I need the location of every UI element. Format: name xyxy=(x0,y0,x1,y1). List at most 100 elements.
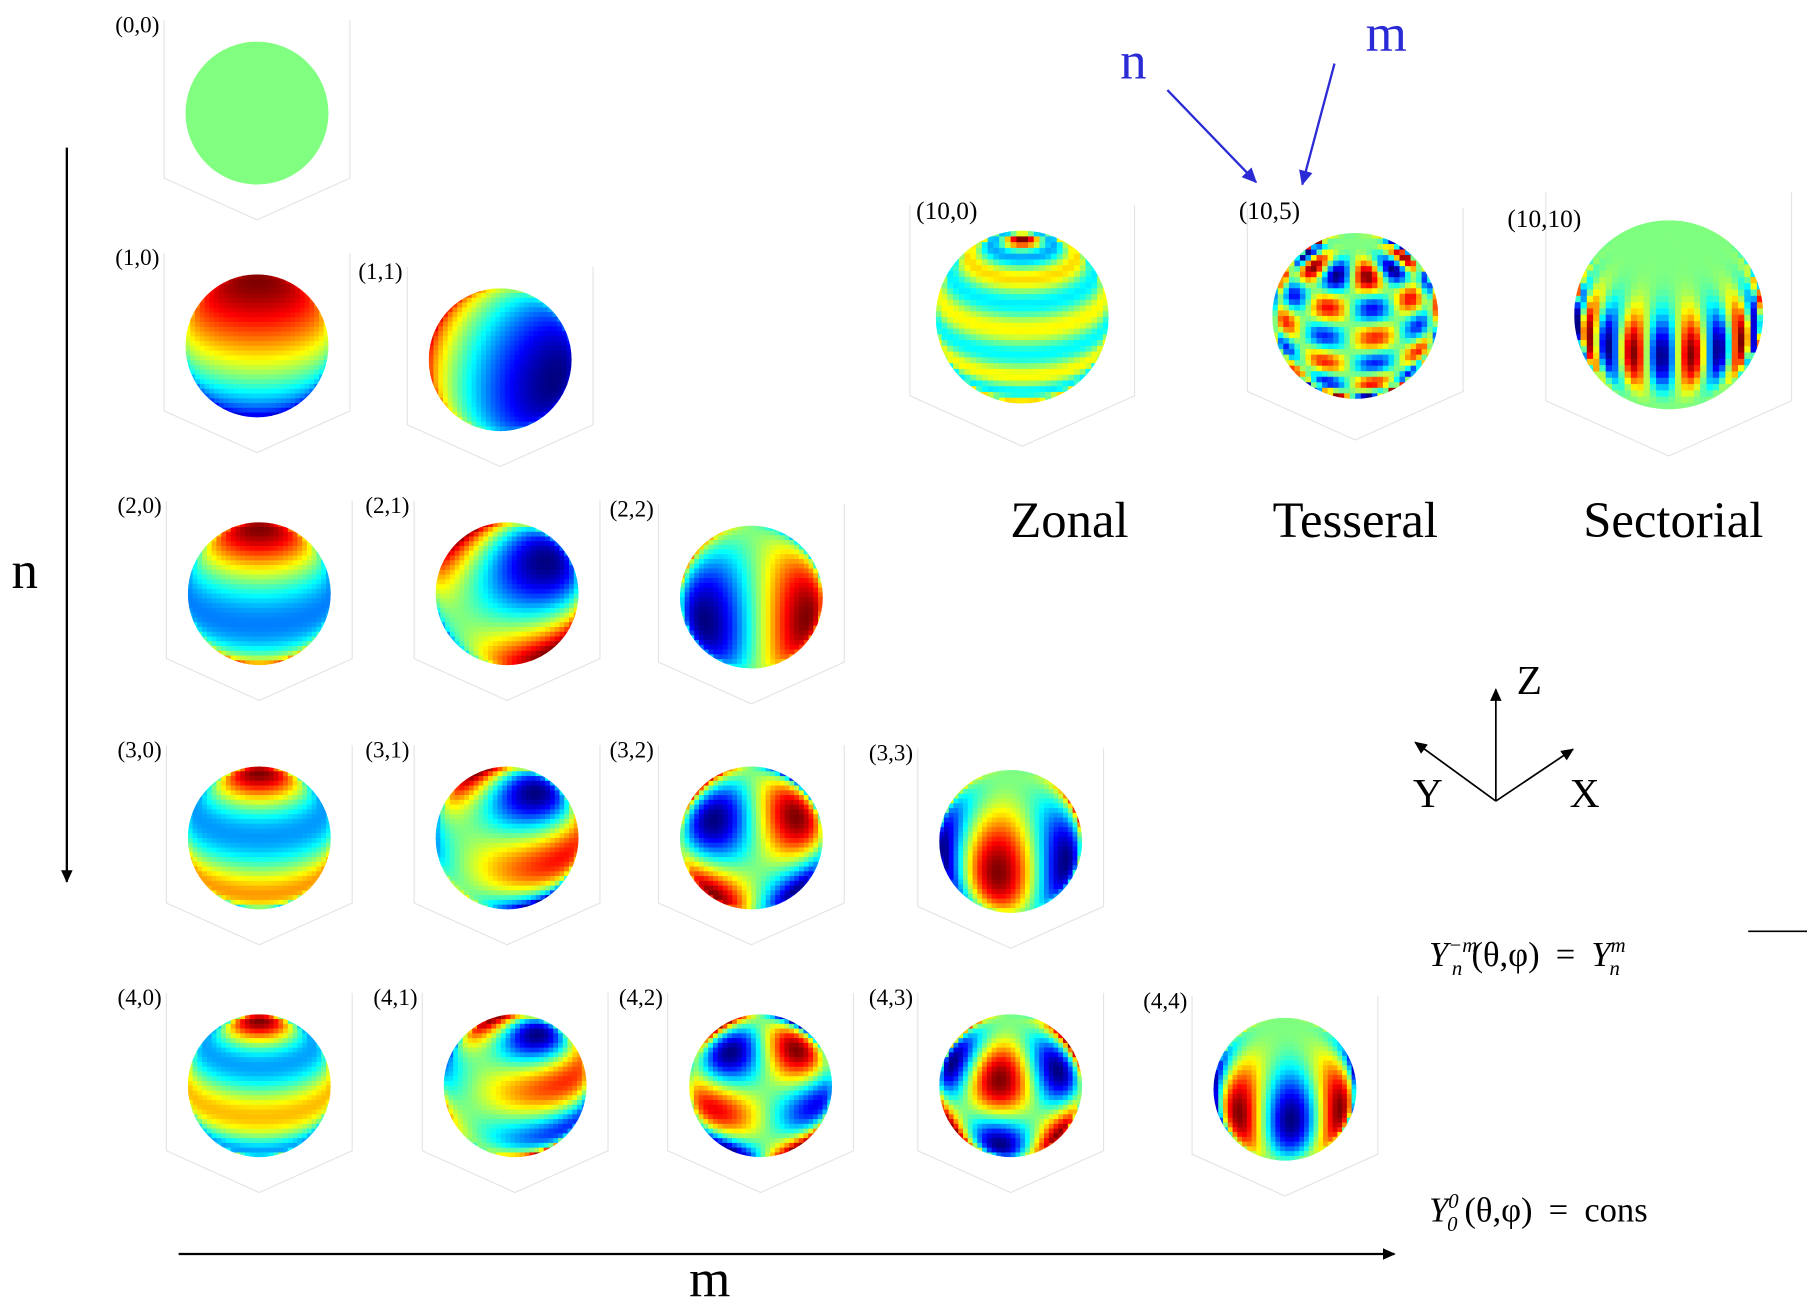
surface-cell xyxy=(699,607,704,612)
surface-cell xyxy=(443,407,448,412)
surface-cell xyxy=(264,857,269,862)
surface-cell xyxy=(309,313,314,318)
surface-cell xyxy=(462,350,467,355)
surface-cell xyxy=(235,828,240,833)
surface-cell xyxy=(269,575,274,580)
surface-cell xyxy=(247,127,252,132)
surface-cell xyxy=(295,374,300,379)
surface-cell xyxy=(233,127,238,132)
surface-cell xyxy=(238,303,243,308)
surface-cell xyxy=(214,394,219,399)
surface-cell xyxy=(252,151,257,156)
surface-cell xyxy=(281,118,286,123)
surface-cell xyxy=(555,541,560,546)
surface-cell xyxy=(510,331,515,336)
surface-cell xyxy=(495,355,500,360)
surface-cell xyxy=(212,781,217,786)
surface-cell xyxy=(488,570,493,575)
surface-cell xyxy=(478,594,483,599)
surface-cell xyxy=(433,388,438,393)
surface-cell xyxy=(689,630,694,635)
surface-cell xyxy=(737,535,742,540)
surface-cell xyxy=(550,622,555,627)
surface-cell xyxy=(267,46,272,51)
surface-cell xyxy=(205,394,210,399)
surface-cell xyxy=(271,365,276,370)
surface-cell xyxy=(469,556,474,561)
surface-cell xyxy=(250,781,255,786)
surface-cell xyxy=(252,65,257,70)
surface-cell xyxy=(324,89,329,94)
surface-cell xyxy=(502,598,507,603)
surface-cell xyxy=(293,536,298,541)
surface-cell xyxy=(723,635,728,640)
surface-cell xyxy=(267,370,272,375)
surface-cell xyxy=(751,569,756,574)
surface-cell xyxy=(195,89,200,94)
surface-cell xyxy=(789,640,794,645)
surface-cell xyxy=(302,646,307,651)
surface-cell xyxy=(207,608,212,613)
surface-cell xyxy=(481,298,486,303)
surface-cell xyxy=(433,350,438,355)
surface-cell xyxy=(464,637,469,642)
surface-cell xyxy=(257,51,262,56)
surface-cell xyxy=(224,146,229,151)
surface-cell xyxy=(240,776,245,781)
surface-cell xyxy=(545,622,550,627)
surface-cell xyxy=(295,70,300,75)
surface-cell xyxy=(761,640,766,645)
surface-cell xyxy=(540,622,545,627)
surface-cell xyxy=(255,522,260,527)
surface-cell xyxy=(207,579,212,584)
surface-cell xyxy=(713,545,718,550)
surface-cell xyxy=(269,527,274,532)
surface-cell xyxy=(457,384,462,389)
surface-cell xyxy=(314,327,319,332)
surface-cell xyxy=(224,89,229,94)
surface-cell xyxy=(316,589,321,594)
surface-cell xyxy=(514,412,519,417)
surface-cell xyxy=(307,646,312,651)
surface-cell xyxy=(214,118,219,123)
surface-cell xyxy=(694,630,699,635)
surface-cell xyxy=(548,369,553,374)
surface-cell xyxy=(200,113,205,118)
surface-cell xyxy=(732,592,737,597)
surface-cell xyxy=(226,867,231,872)
surface-cell xyxy=(243,370,248,375)
surface-cell xyxy=(559,603,564,608)
surface-cell xyxy=(216,833,221,838)
surface-cell xyxy=(186,341,191,346)
surface-cell xyxy=(488,617,493,622)
surface-cell xyxy=(202,805,207,810)
surface-cell xyxy=(517,522,522,527)
surface-cell xyxy=(243,142,248,147)
surface-cell xyxy=(233,313,238,318)
surface-cell xyxy=(288,632,293,637)
surface-cell xyxy=(228,374,233,379)
surface-cell xyxy=(259,790,264,795)
surface-cell xyxy=(718,640,723,645)
surface-cell xyxy=(319,99,324,104)
surface-cell xyxy=(247,65,252,70)
surface-cell xyxy=(250,771,255,776)
surface-cell xyxy=(553,345,558,350)
surface-cell xyxy=(495,422,500,427)
surface-cell xyxy=(202,603,207,608)
surface-cell xyxy=(200,384,205,389)
surface-cell xyxy=(188,814,193,819)
surface-cell xyxy=(433,322,438,327)
surface-cell xyxy=(728,569,733,574)
surface-cell xyxy=(500,336,505,341)
sphere-surface xyxy=(188,522,332,666)
surface-cell xyxy=(219,61,224,66)
surface-cell xyxy=(737,616,742,621)
surface-cell xyxy=(295,403,300,408)
surface-cell xyxy=(491,317,496,322)
surface-cell xyxy=(804,645,809,650)
surface-cell xyxy=(324,336,329,341)
surface-cell xyxy=(498,575,503,580)
surface-cell xyxy=(257,346,262,351)
surface-cell xyxy=(255,589,260,594)
